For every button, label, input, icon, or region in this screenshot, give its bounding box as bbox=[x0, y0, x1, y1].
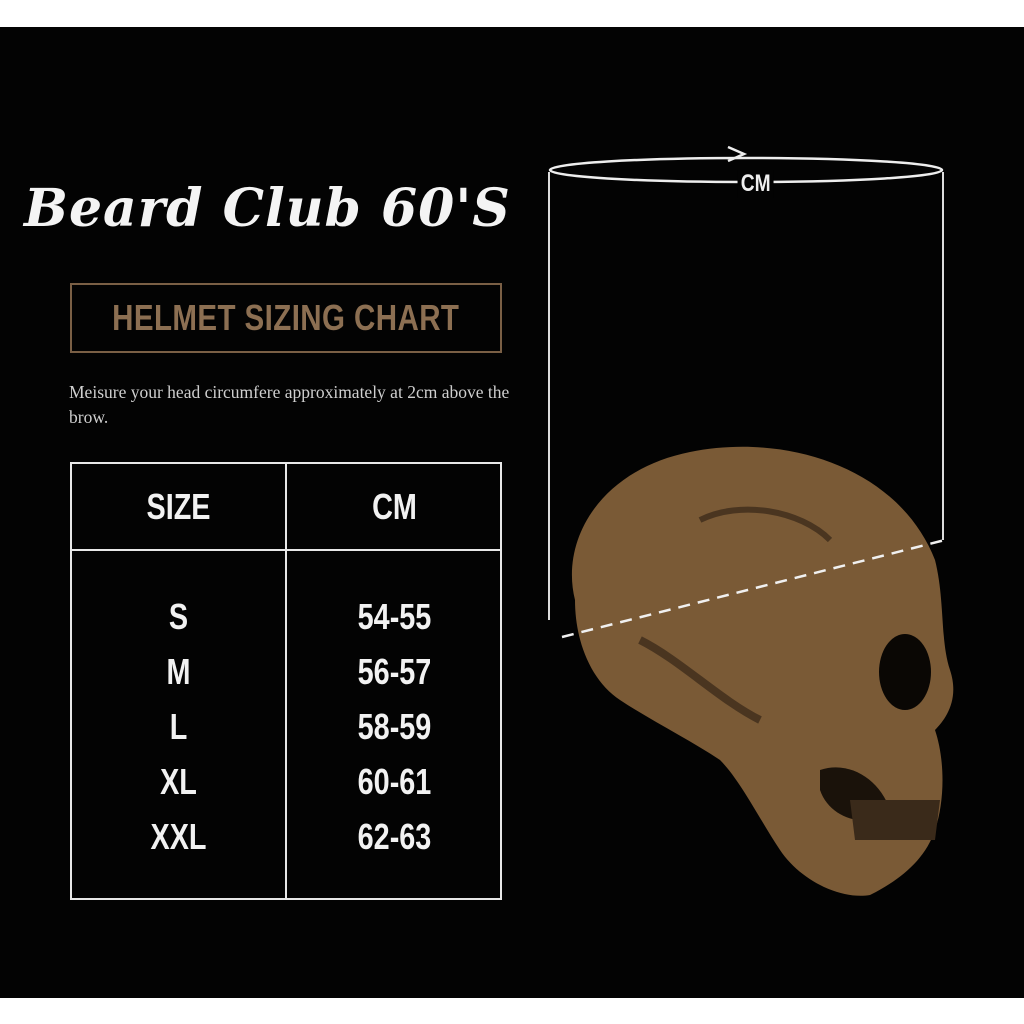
cm-cell: 56-57 bbox=[357, 651, 432, 692]
size-cell: XXL bbox=[150, 816, 207, 857]
instruction-text: Meisure your head circumfere approximate… bbox=[69, 382, 510, 427]
brand-logo: Beard Club 60'S bbox=[24, 178, 511, 239]
cm-cell: 54-55 bbox=[357, 596, 432, 637]
size-cell: L bbox=[169, 706, 188, 747]
title-box: HELMET SIZING CHART bbox=[70, 283, 502, 353]
size-cell: S bbox=[168, 596, 189, 637]
circumference-indicator bbox=[548, 145, 946, 639]
size-cell: XL bbox=[160, 761, 197, 802]
size-cell: M bbox=[166, 651, 191, 692]
header-divider bbox=[72, 549, 500, 551]
page-title: HELMET SIZING CHART bbox=[112, 297, 460, 338]
cm-cell: 58-59 bbox=[357, 706, 432, 747]
cm-cell: 60-61 bbox=[357, 761, 432, 802]
column-divider bbox=[285, 464, 287, 898]
size-table: SIZE CM S 54-55 M 56-57 L 58-59 XL 60-61… bbox=[70, 462, 502, 900]
measure-label: CM bbox=[737, 170, 774, 198]
cm-cell: 62-63 bbox=[357, 816, 432, 857]
skull-icon bbox=[571, 446, 954, 896]
header-cm: CM bbox=[372, 486, 417, 527]
header-size: SIZE bbox=[146, 486, 211, 527]
